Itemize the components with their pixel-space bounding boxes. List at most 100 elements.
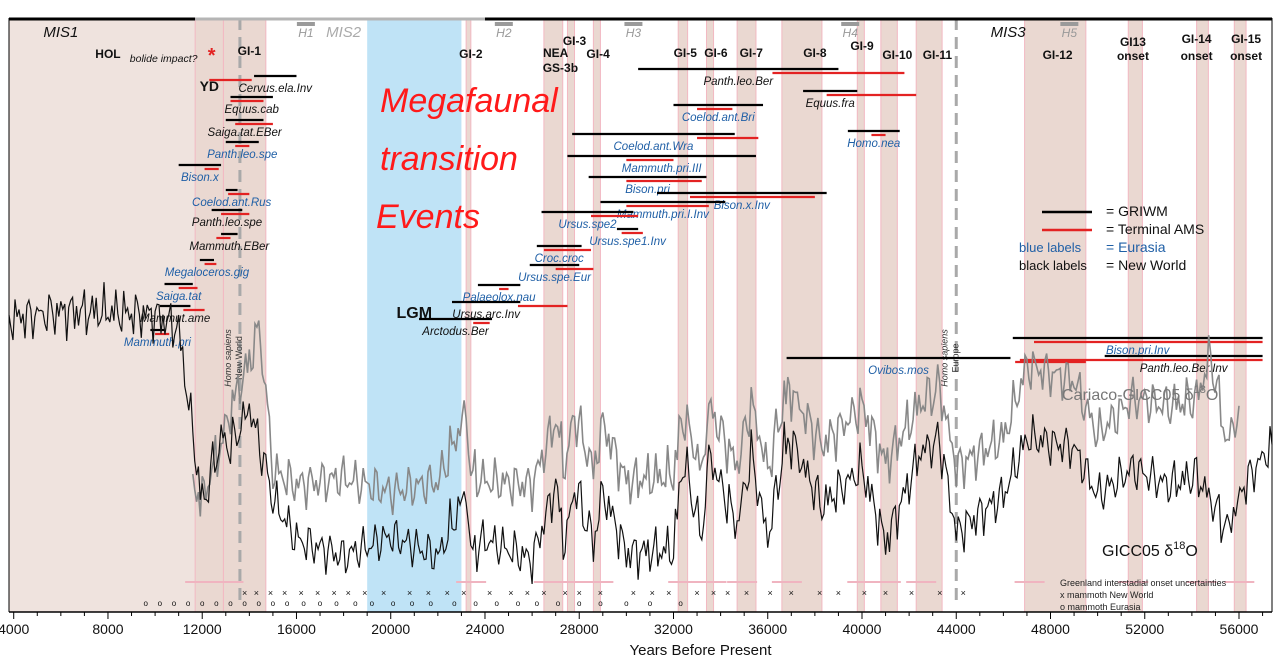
climate-event-label: GI-2 bbox=[459, 47, 483, 61]
mammoth-marker: o bbox=[158, 599, 163, 608]
mammoth-marker: × bbox=[631, 588, 636, 598]
x-tick-label: 32000 bbox=[654, 621, 693, 637]
mis-label: MIS1 bbox=[43, 24, 78, 41]
overlay-line: Events bbox=[376, 198, 480, 236]
mis-label: MIS2 bbox=[326, 24, 362, 41]
mammoth-marker: × bbox=[725, 588, 730, 598]
mammoth-marker: o bbox=[370, 599, 375, 608]
mammoth-marker-label: x mammoth New World bbox=[1060, 590, 1153, 600]
mammoth-marker: × bbox=[937, 588, 942, 598]
climate-event-label: onset bbox=[1181, 49, 1213, 63]
bolide-label: bolide impact? bbox=[130, 53, 198, 65]
climate-event-label: GI-8 bbox=[803, 46, 827, 60]
legend-label: = Eurasia bbox=[1106, 239, 1166, 255]
mis-bar: MIS1 MIS2 MIS3 H1 H2 H3 H4 H5 bbox=[9, 17, 1272, 41]
mammoth-marker: o bbox=[242, 599, 247, 608]
x-tick-label: 20000 bbox=[371, 621, 410, 637]
climate-event-label: GI-12 bbox=[1043, 48, 1073, 62]
taxon-label: Panth.leo.spe bbox=[207, 149, 277, 161]
climate-event-label: GI13 bbox=[1120, 35, 1146, 49]
interstadial-band bbox=[705, 17, 715, 613]
legend-label: = Terminal AMS bbox=[1106, 221, 1204, 237]
taxon-label: Arctodus.Ber bbox=[421, 326, 490, 338]
overlay-line: transition bbox=[380, 140, 518, 178]
climate-event-label: GI-1 bbox=[238, 44, 262, 58]
mammoth-marker: × bbox=[577, 588, 582, 598]
mammoth-marker: × bbox=[817, 588, 822, 598]
taxon-label: Mammuth.pri.III bbox=[622, 163, 703, 175]
series-label-tail: O bbox=[1206, 387, 1218, 404]
legend-label: = New World bbox=[1106, 257, 1186, 273]
mammoth-marker: × bbox=[862, 588, 867, 598]
taxon-label: Bison.pri bbox=[625, 184, 670, 196]
taxon-label: Panth.leo.Ber.Inv bbox=[1140, 363, 1229, 375]
mammoth-marker: o bbox=[334, 599, 339, 608]
mammoth-marker: × bbox=[666, 588, 671, 598]
mammoth-marker: × bbox=[242, 588, 247, 598]
mammoth-marker: o bbox=[452, 599, 457, 608]
climate-event-label: GI-7 bbox=[740, 46, 764, 60]
taxon-label: Ovibos.mos bbox=[868, 365, 929, 377]
climate-event-label: GI-9 bbox=[850, 39, 874, 53]
interstadial-band bbox=[856, 17, 865, 613]
legend-key: blue labels bbox=[1019, 240, 1082, 255]
lgm-label: LGM bbox=[397, 305, 433, 322]
taxon-label: Coelod.ant.Bri bbox=[682, 112, 755, 124]
mammoth-marker: o bbox=[473, 599, 478, 608]
mammoth-marker: o bbox=[143, 599, 148, 608]
series-label: Cariaco-GICC05 δ18O bbox=[1062, 384, 1218, 404]
legend-key: black labels bbox=[1019, 258, 1087, 273]
mammoth-marker: × bbox=[445, 588, 450, 598]
taxon-label: Cervus.ela.Inv bbox=[239, 83, 314, 95]
taxon-label: Bison.x bbox=[181, 172, 220, 184]
interstadial-band bbox=[592, 17, 601, 613]
heinrich-label: H1 bbox=[298, 26, 313, 40]
x-tick-label: 24000 bbox=[466, 621, 505, 637]
homo-sapiens-region: New World bbox=[234, 336, 244, 380]
mammoth-marker: × bbox=[836, 588, 841, 598]
mammoth-marker: o bbox=[200, 599, 205, 608]
taxon-label: Ursus.spe2 bbox=[558, 219, 617, 231]
x-tick-label: 4000 bbox=[0, 621, 29, 637]
mammoth-marker-label: o mammoth Eurasia bbox=[1060, 602, 1141, 612]
interstadial-band bbox=[1196, 17, 1209, 613]
mammoth-marker: o bbox=[172, 599, 177, 608]
x-tick-label: 12000 bbox=[183, 621, 222, 637]
mammoth-marker: o bbox=[285, 599, 290, 608]
taxon-label: Mammuth.EBer bbox=[189, 241, 270, 253]
mammoth-marker: × bbox=[268, 588, 273, 598]
series-line bbox=[8, 282, 1273, 585]
interstadial-band bbox=[915, 17, 943, 613]
climate-event-label: GI-4 bbox=[586, 47, 610, 61]
climate-event-label: GI-5 bbox=[674, 46, 698, 60]
series-label: GICC05 δ18O bbox=[1102, 540, 1198, 560]
climate-event-label: GI-10 bbox=[882, 48, 912, 62]
taxon-label: Bison.x.Inv bbox=[714, 200, 771, 212]
mammoth-marker: × bbox=[767, 588, 772, 598]
taxon-label: Megaloceros.gig bbox=[165, 267, 250, 279]
taxon-label: Mammuth.pri bbox=[124, 337, 192, 349]
x-tick-label: 52000 bbox=[1125, 621, 1164, 637]
mammoth-marker: × bbox=[332, 588, 337, 598]
mammoth-marker: o bbox=[535, 599, 540, 608]
climate-event-label: GI-3 bbox=[563, 34, 587, 48]
mammoth-marker: o bbox=[648, 599, 653, 608]
lgm-band bbox=[367, 18, 462, 612]
taxon-ranges: Cervus.ela.Inv Equus.cab Saiga.tat.EBer Pan… bbox=[124, 67, 1263, 377]
mammoth-marker: × bbox=[508, 588, 513, 598]
taxon-label: Panth.leo.spe bbox=[192, 217, 262, 229]
mammoth-marker: × bbox=[541, 588, 546, 598]
series-line bbox=[192, 320, 1240, 517]
mammoth-marker: × bbox=[650, 588, 655, 598]
x-tick-label: 40000 bbox=[843, 621, 882, 637]
climate-event-label: NEA bbox=[543, 46, 569, 60]
uncertainty-label: Greenland interstadial onset uncertainti… bbox=[1060, 578, 1227, 588]
mammoth-marker: o bbox=[598, 599, 603, 608]
taxon-label: Mammuth.pri.I.Inv bbox=[617, 209, 710, 221]
mammoth-marker: o bbox=[429, 599, 434, 608]
climate-event-label: GI-6 bbox=[704, 46, 728, 60]
isotope-series: Cariaco-GICC05 δ18O GICC05 δ18O bbox=[8, 282, 1273, 585]
overlay-line: Megafaunal bbox=[380, 82, 559, 120]
